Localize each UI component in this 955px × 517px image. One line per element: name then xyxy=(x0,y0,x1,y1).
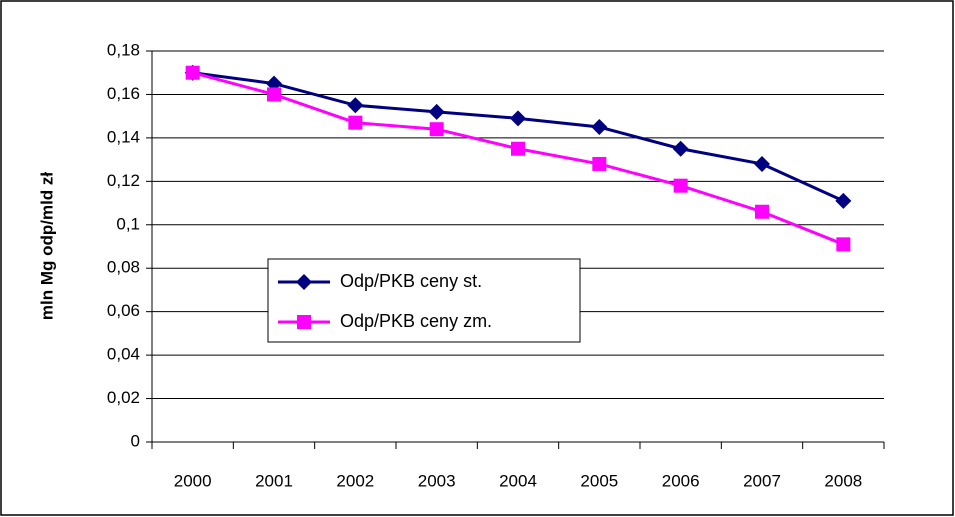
y-tick-label: 0,18 xyxy=(107,40,140,59)
y-tick-label: 0 xyxy=(131,431,140,450)
legend-marker xyxy=(297,315,311,329)
x-tick-label: 2002 xyxy=(336,471,374,490)
y-tick-label: 0,14 xyxy=(107,127,140,146)
x-tick-label: 2006 xyxy=(662,471,700,490)
legend-label: Odp/PKB ceny st. xyxy=(340,271,482,291)
legend-marker xyxy=(296,274,312,290)
x-tick-label: 2003 xyxy=(418,471,456,490)
marker xyxy=(428,103,445,120)
y-tick-label: 0,04 xyxy=(107,345,140,364)
marker xyxy=(755,204,769,219)
marker xyxy=(754,155,770,172)
marker xyxy=(348,115,363,130)
x-tick-label: 2007 xyxy=(743,471,781,490)
marker xyxy=(592,156,607,171)
marker xyxy=(591,119,608,136)
y-tick-label: 0,06 xyxy=(107,301,140,320)
marker xyxy=(185,65,200,80)
marker xyxy=(429,122,444,137)
marker xyxy=(672,140,689,157)
marker xyxy=(510,110,526,127)
marker xyxy=(511,141,525,156)
x-tick-label: 2005 xyxy=(580,471,618,490)
y-tick-label: 0,12 xyxy=(107,171,140,190)
marker xyxy=(347,97,364,114)
y-tick-label: 0,02 xyxy=(107,388,140,407)
legend: Odp/PKB ceny st. Odp/PKB ceny zm. xyxy=(267,258,581,343)
y-tick-label: 0,1 xyxy=(116,214,140,233)
marker xyxy=(673,178,688,193)
marker xyxy=(836,237,851,252)
x-tick-label: 2001 xyxy=(255,471,293,490)
y-tick-label: 0,08 xyxy=(107,258,140,277)
marker xyxy=(835,192,852,209)
x-tick-label: 2004 xyxy=(499,471,537,490)
x-tick-label: 2000 xyxy=(174,471,212,490)
y-axis-title: mln Mg odp/mld zł xyxy=(37,172,56,321)
y-tick-label: 0,16 xyxy=(107,84,140,103)
x-tick-label: 2008 xyxy=(824,471,862,490)
legend-box xyxy=(267,258,581,343)
legend-label: Odp/PKB ceny zm. xyxy=(340,311,492,331)
marker xyxy=(267,87,281,102)
